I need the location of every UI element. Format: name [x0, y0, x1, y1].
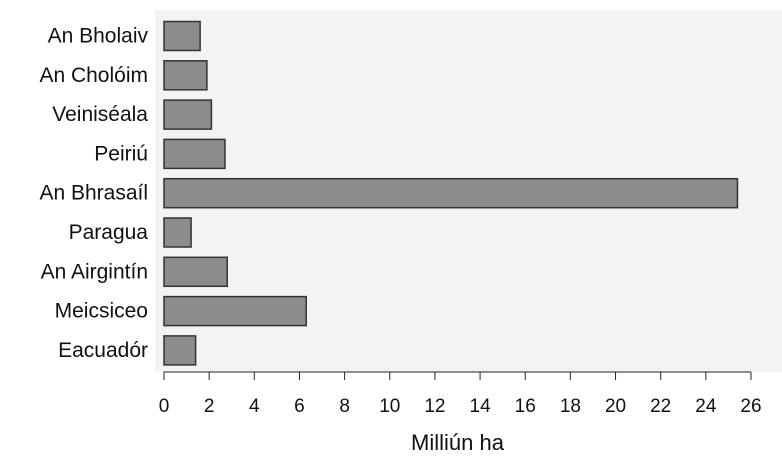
category-label: An Cholóim — [39, 64, 148, 87]
bar — [163, 138, 226, 170]
category-labels: An Bholaiv An Cholóim Veiniséala Peiriú An B… — [39, 25, 148, 362]
bars-layer — [163, 20, 739, 366]
x-tick-label: 26 — [740, 396, 761, 417]
x-tick-label: 16 — [515, 396, 536, 417]
x-axis-title: Milliún ha — [411, 430, 505, 455]
x-tick-label: 22 — [650, 396, 671, 417]
category-label: Eacuadór — [58, 339, 148, 362]
category-label: Veiniséala — [52, 103, 148, 126]
x-tick-label: 0 — [159, 396, 170, 417]
x-tick-label: 6 — [294, 396, 305, 417]
category-label: An Airgintín — [41, 260, 148, 283]
bar — [163, 335, 197, 366]
x-tick-label: 18 — [560, 396, 581, 417]
x-tick-label: 12 — [424, 396, 445, 417]
x-tick-label: 20 — [605, 396, 626, 417]
bar — [163, 20, 201, 52]
bar — [163, 99, 213, 130]
x-tick-label: 14 — [470, 396, 492, 417]
category-label: Meicsiceo — [55, 300, 148, 323]
x-axis-ticks: 0 2 4 6 8 10 12 14 16 18 20 22 24 26 — [159, 372, 762, 417]
x-tick-label: 8 — [339, 396, 350, 417]
category-label: Paragua — [69, 221, 149, 244]
bar — [163, 60, 208, 91]
x-tick-label: 4 — [249, 396, 260, 417]
category-label: Peiriú — [94, 142, 148, 165]
x-tick-label: 2 — [204, 396, 215, 417]
category-label: An Bholaiv — [48, 25, 149, 48]
bar — [163, 177, 739, 209]
x-tick-label: 10 — [379, 396, 400, 417]
bar — [163, 295, 307, 327]
bar — [163, 256, 228, 288]
bar — [163, 217, 192, 248]
x-tick-label: 24 — [695, 396, 717, 417]
category-label: An Bhrasaíl — [39, 182, 148, 205]
